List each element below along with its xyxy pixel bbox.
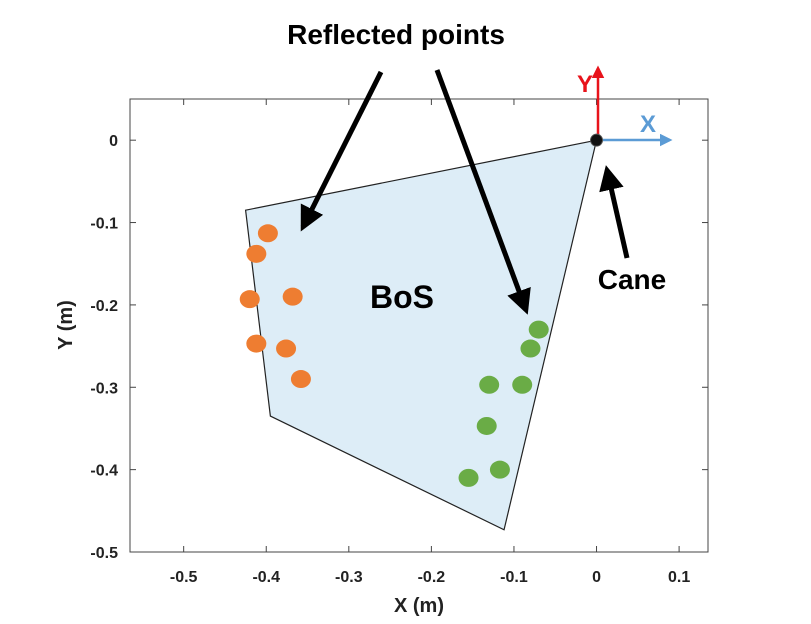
cane-label: Cane bbox=[598, 264, 666, 295]
bos-label: BoS bbox=[370, 279, 434, 315]
data-point-series-2 bbox=[528, 320, 549, 339]
data-series bbox=[239, 224, 549, 487]
data-point-series-2 bbox=[520, 339, 541, 358]
x-tick-label: 0 bbox=[592, 569, 601, 586]
y-axis-title: Y (m) bbox=[55, 300, 77, 350]
data-point-series-2 bbox=[458, 468, 479, 487]
x-axis-title: X (m) bbox=[394, 595, 444, 617]
data-point-series-2 bbox=[476, 416, 497, 435]
data-point-series-1 bbox=[290, 370, 311, 389]
x-tick-label: 0.1 bbox=[668, 569, 690, 586]
y-tick-label: -0.3 bbox=[90, 380, 118, 397]
data-point-series-1 bbox=[246, 334, 267, 353]
data-point-series-1 bbox=[276, 339, 297, 358]
data-point-series-1 bbox=[239, 290, 260, 309]
annotation-arrow-green bbox=[434, 69, 531, 315]
data-point-series-2 bbox=[512, 375, 533, 394]
x-tick-label: -0.2 bbox=[418, 569, 446, 586]
local-x-axis-label: X bbox=[640, 111, 656, 138]
data-point-series-2 bbox=[489, 460, 510, 479]
annotation-arrow-orange bbox=[300, 70, 384, 232]
x-tick-label: -0.5 bbox=[170, 569, 198, 586]
data-point-series-1 bbox=[246, 244, 267, 263]
data-point-series-2 bbox=[479, 375, 500, 394]
y-tick-label: -0.5 bbox=[90, 545, 118, 562]
y-tick-label: 0 bbox=[109, 133, 118, 150]
y-ticks: 0 -0.1 -0.2 -0.3 -0.4 -0.5 bbox=[90, 133, 708, 562]
x-tick-label: -0.3 bbox=[335, 569, 363, 586]
y-tick-label: -0.2 bbox=[90, 298, 118, 315]
data-point-series-1 bbox=[257, 224, 278, 243]
x-ticks: -0.5 -0.4 -0.3 -0.2 -0.1 0 0.1 bbox=[170, 99, 690, 586]
y-tick-label: -0.4 bbox=[90, 463, 118, 480]
reflected-points-label: Reflected points bbox=[287, 19, 505, 50]
x-tick-label: -0.4 bbox=[252, 569, 280, 586]
local-y-axis-label: Y bbox=[577, 71, 593, 98]
y-tick-label: -0.1 bbox=[90, 216, 118, 233]
x-tick-label: -0.1 bbox=[500, 569, 528, 586]
annotation-arrow-cane bbox=[599, 165, 630, 259]
cane-marker bbox=[590, 133, 604, 147]
data-point-series-1 bbox=[282, 287, 303, 306]
bos-polygon bbox=[244, 139, 598, 531]
